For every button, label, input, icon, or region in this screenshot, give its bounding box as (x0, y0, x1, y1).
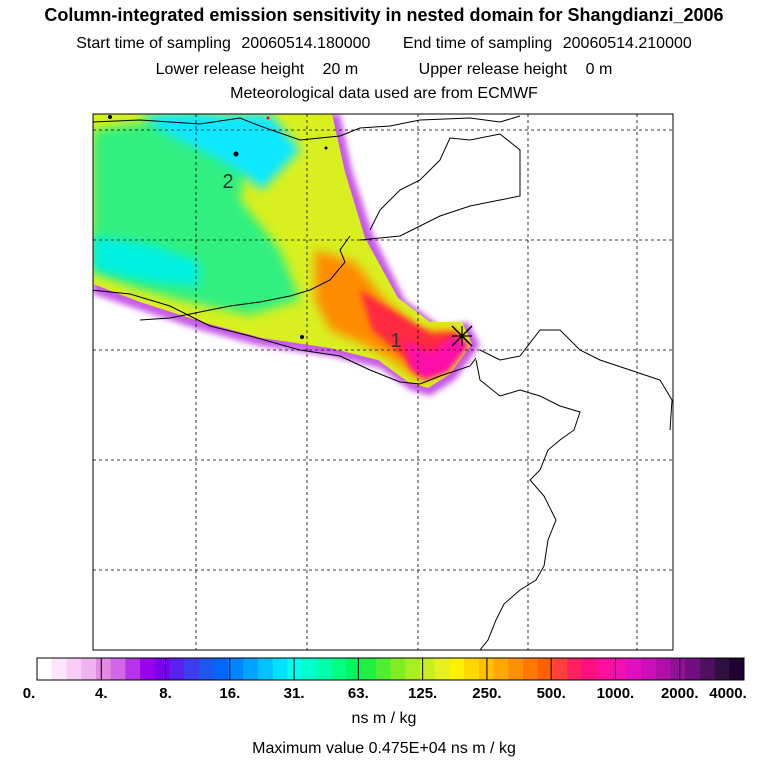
colorbar-swatch (390, 658, 406, 680)
coastline-gulf (139, 235, 351, 321)
colorbar-swatch (699, 658, 716, 680)
island-marker-5 (300, 335, 304, 339)
colorbar-swatch (581, 658, 598, 680)
island-marker-3 (108, 115, 112, 119)
colorbar-swatch (537, 658, 554, 680)
colorbar-swatch (375, 658, 391, 680)
colorbar-swatch (257, 658, 274, 680)
colorbar-border (36, 657, 745, 681)
colorbar-swatch (596, 658, 612, 680)
colorbar-tick-label: 1000. (596, 685, 635, 702)
colorbar-swatch (272, 658, 288, 680)
colorbar-tick-label: 0. (22, 685, 36, 702)
colorbar-swatch (228, 658, 244, 680)
colorbar-swatch (626, 658, 642, 680)
colorbar-swatch (567, 658, 583, 680)
colorbar-tick-label: 125. (408, 685, 438, 702)
colorbar-tick-label: 2000. (660, 685, 699, 702)
colorbar-swatch (714, 658, 730, 680)
start-time-label: Start time of sampling (76, 35, 231, 52)
plot-title: Column-integrated emission sensitivity i… (44, 5, 724, 25)
colorbar-swatch (316, 658, 333, 680)
colorbar-swatch (508, 658, 524, 680)
sampling-times-line: Start time of sampling 20060514.180000 E… (0, 35, 768, 53)
colorbar-swatch (449, 658, 465, 680)
contour-label-1: 1 (390, 330, 401, 352)
colorbar-swatch (611, 658, 627, 680)
plume-magenta-core (405, 336, 470, 380)
colorbar-tick-label: 63. (347, 685, 369, 702)
colorbar-tick-label: 31. (283, 685, 305, 702)
plume-cyan-north (140, 114, 300, 190)
colorbar-swatch (287, 658, 303, 680)
colorbar-swatch (169, 658, 185, 680)
colorbar-tick-label: 250. (472, 685, 502, 702)
colorbar-tick-label: 4000. (709, 685, 747, 702)
colorbar-tick-label: 16. (219, 685, 241, 702)
plume-cyan-west (93, 236, 200, 286)
colorbar-swatch (361, 658, 377, 680)
colorbar (36, 657, 745, 681)
start-time-value: 20060514.180000 (241, 35, 371, 52)
island-marker-4 (266, 116, 270, 120)
upper-release-label: Upper release height (418, 61, 568, 78)
grid-lines (93, 114, 673, 650)
colorbar-swatch (405, 658, 421, 680)
colorbar-swatch (213, 658, 229, 680)
receptor-marker (451, 325, 473, 347)
colorbar-swatch (670, 658, 686, 680)
coastlines (93, 115, 673, 650)
colorbar-swatch (66, 658, 82, 680)
release-height-line: Lower release height 20 m Upper release … (0, 61, 768, 79)
coastline-south (93, 289, 477, 385)
colorbar-swatch (331, 658, 347, 680)
colorbar-swatch (346, 658, 362, 680)
colorbar-swatch (523, 658, 539, 680)
colorbar-swatch (464, 658, 480, 680)
colorbar-tick-label: 8. (159, 685, 172, 702)
peninsula-north (359, 133, 521, 241)
colorbar-swatch (125, 658, 141, 680)
end-time-value: 20060514.210000 (562, 35, 692, 52)
colorbar-swatch (640, 658, 657, 680)
colorbar-swatch (729, 658, 745, 680)
colorbar-swatch (685, 658, 701, 680)
colorbar-swatch (419, 658, 436, 680)
colorbar-swatch (95, 658, 112, 680)
met-data-line: Meteorological data used are from ECMWF (230, 85, 538, 102)
coastline-north (93, 115, 521, 141)
island-marker-2 (324, 146, 328, 150)
colorbar-swatch (81, 658, 97, 680)
end-time-label: End time of sampling (402, 35, 553, 52)
colorbar-swatch (434, 658, 450, 680)
upper-release-value: 0 m (585, 61, 613, 78)
contour-label-2: 2 (222, 171, 233, 193)
colorbar-swatch (154, 658, 171, 680)
colorbar-swatch (51, 658, 67, 680)
colorbar-swatch (243, 658, 259, 680)
coastline-east (475, 359, 581, 650)
map-frame (92, 113, 674, 651)
colorbar-swatch (199, 658, 215, 680)
colorbar-swatch (493, 658, 509, 680)
colorbar-units: ns m / kg (351, 710, 417, 727)
colorbar-swatch (552, 658, 568, 680)
colorbar-swatch (110, 658, 126, 680)
colorbar-swatch (184, 658, 200, 680)
colorbar-swatch (37, 658, 53, 680)
maximum-value-text: Maximum value 0.475E+04 ns m / kg (252, 740, 516, 757)
border-east (519, 329, 673, 431)
colorbar-tick-label: 500. (536, 685, 566, 702)
colorbar-swatch (302, 658, 318, 680)
coast-bay (479, 349, 521, 361)
lower-release-label: Lower release height (155, 61, 305, 78)
emission-plume: 2 1 (93, 114, 673, 650)
colorbar-swatch (140, 658, 156, 680)
island-marker (233, 151, 239, 157)
colorbar-tick-label: 4. (95, 685, 108, 702)
colorbar-swatch (655, 658, 671, 680)
lower-release-value: 20 m (322, 61, 359, 78)
